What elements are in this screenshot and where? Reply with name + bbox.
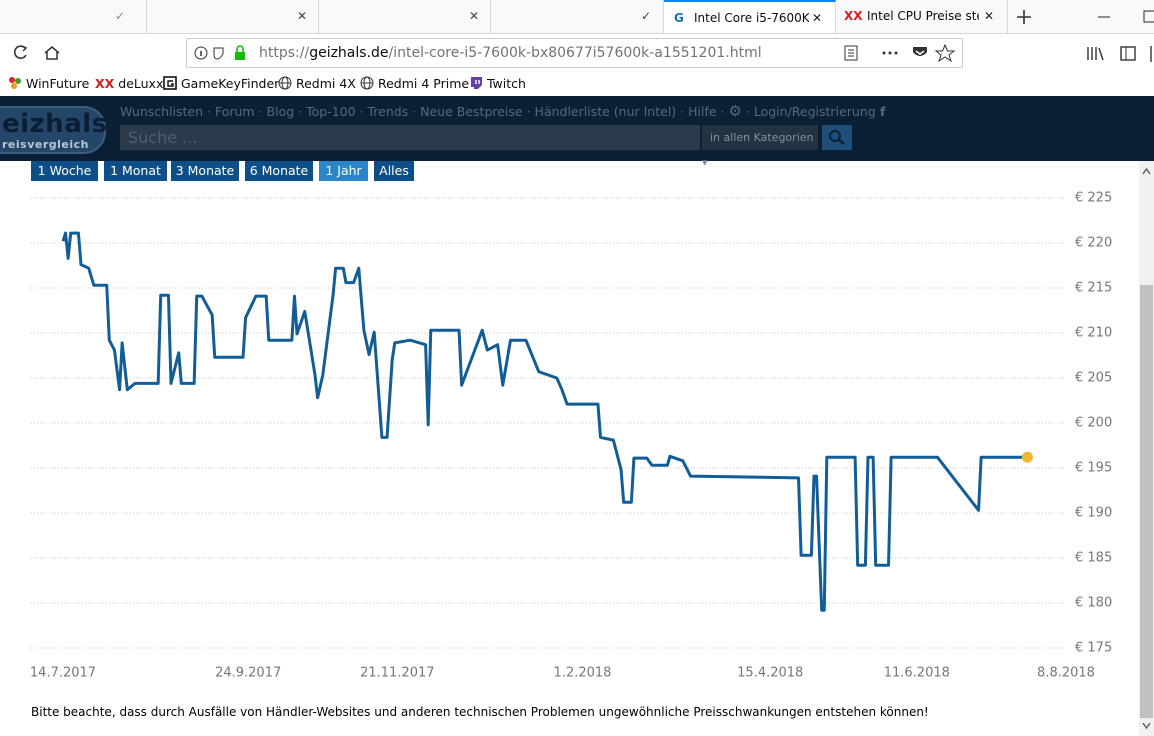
y-tick-label: € 195 <box>1075 461 1112 476</box>
new-tab-button[interactable] <box>1012 6 1036 28</box>
bookmark-label: Twitch <box>486 76 526 91</box>
facebook-icon[interactable]: f <box>875 104 886 119</box>
bookmark[interactable]: XX deLuxx <box>95 76 164 91</box>
range-button[interactable]: 3 Monate <box>171 161 239 181</box>
y-tick-label: € 175 <box>1075 641 1112 656</box>
separator: · <box>676 104 689 119</box>
y-tick-label: € 180 <box>1075 596 1112 611</box>
url-host: geizhals.de <box>309 45 389 61</box>
separator: · <box>716 104 729 119</box>
tab[interactable]: ✕ <box>319 0 491 33</box>
nav-link[interactable]: Händlerliste (nur Intel) <box>534 104 677 119</box>
toolbar-icons[interactable] <box>1085 44 1154 64</box>
bookmark[interactable]: Redmi 4 Prime <box>360 76 469 92</box>
price-line <box>61 231 1028 612</box>
x-tick-label: 14.7.2017 <box>30 666 96 681</box>
nav-link[interactable]: Wunschlisten <box>120 104 204 119</box>
login-link[interactable]: Login/Registrierung <box>753 104 876 119</box>
tab[interactable]: ✓ <box>0 0 147 33</box>
category-select[interactable]: in allen Kategorien ▾ <box>702 125 818 169</box>
y-tick-label: € 220 <box>1075 236 1112 251</box>
bookmark[interactable]: GameKeyFinder <box>163 76 279 92</box>
bookmark[interactable]: WinFuture <box>8 76 89 92</box>
tab-bar: ✓ ✕ ✕ ✓ G Intel Core i5-7600K, 4 ✕ XX In… <box>0 0 1154 34</box>
bookmarks-bar: WinFuture XX deLuxx GameKeyFinder Redmi … <box>0 72 1154 96</box>
tab[interactable]: ✕ <box>147 0 319 33</box>
separator: · <box>741 104 754 119</box>
y-tick-label: € 185 <box>1075 551 1112 566</box>
site-header: eizhals reisvergleich Wunschlisten · For… <box>0 96 1154 169</box>
x-tick-label: 11.6.2018 <box>884 666 950 681</box>
logo[interactable]: eizhals reisvergleich <box>0 106 108 154</box>
bookmark[interactable]: Twitch <box>469 76 526 92</box>
tab[interactable]: ✓ <box>491 0 664 33</box>
tab-title: Intel Core i5-7600K, 4 <box>694 11 809 25</box>
y-tick-label: € 210 <box>1075 326 1112 341</box>
logo-subtext: reisvergleich <box>2 138 89 151</box>
nav-link[interactable]: Trends <box>367 104 409 119</box>
separator: · <box>355 104 368 119</box>
bookmark[interactable]: Redmi 4X <box>278 76 356 92</box>
url-icons <box>194 45 245 60</box>
current-price-marker <box>1021 451 1033 463</box>
y-tick-label: € 190 <box>1075 506 1112 521</box>
separator: · <box>522 104 535 119</box>
separator: · <box>203 104 215 119</box>
nav-link[interactable]: Blog <box>266 104 295 119</box>
tab-title: Intel CPU Preise steig <box>867 9 979 23</box>
logo-text: eizhals <box>2 109 108 139</box>
nav-bar: https://geizhals.de/intel-core-i5-7600k-… <box>0 34 1154 72</box>
separator: · <box>254 104 267 119</box>
x-tick-label: 15.4.2018 <box>737 666 803 681</box>
range-button[interactable]: 1 Woche <box>31 161 98 181</box>
x-tick-label: 8.8.2018 <box>1037 666 1095 681</box>
site-nav: Wunschlisten · Forum · Blog · Top-100 · … <box>120 102 885 120</box>
range-button[interactable]: 1 Jahr <box>319 161 368 181</box>
x-tick-label: 24.9.2017 <box>215 666 281 681</box>
url-actions[interactable] <box>842 44 957 62</box>
url-bar[interactable]: https://geizhals.de/intel-core-i5-7600k-… <box>186 38 963 68</box>
x-tick-label: 21.11.2017 <box>360 666 434 681</box>
separator: · <box>408 104 421 119</box>
settings-icon[interactable]: ⚙ <box>728 102 742 120</box>
bookmark-label: Redmi 4X <box>295 76 356 91</box>
range-button[interactable]: 1 Monat <box>104 161 167 181</box>
window-controls[interactable] <box>1090 6 1154 28</box>
tab[interactable]: XX Intel CPU Preise steig ✕ <box>836 0 1008 33</box>
footnote: Bitte beachte, dass durch Ausfälle von H… <box>31 705 929 719</box>
search-placeholder: Suche ... <box>128 128 198 147</box>
bookmark-label: WinFuture <box>25 76 90 91</box>
tab-active[interactable]: G Intel Core i5-7600K, 4 ✕ <box>664 0 836 33</box>
search-button[interactable] <box>822 125 852 150</box>
y-tick-label: € 200 <box>1075 416 1112 431</box>
x-tick-label: 1.2.2018 <box>554 666 612 681</box>
nav-buttons[interactable] <box>8 42 68 64</box>
scrollbar[interactable] <box>1139 161 1154 736</box>
category-label: in allen Kategorien <box>710 131 814 144</box>
range-button[interactable]: Alles <box>374 161 414 181</box>
bookmark-label: GameKeyFinder <box>180 76 280 91</box>
nav-link[interactable]: Hilfe <box>688 104 717 119</box>
y-tick-label: € 215 <box>1075 281 1112 296</box>
separator: · <box>294 104 307 119</box>
url-path: /intel-core-i5-7600k-bx80677i57600k-a155… <box>388 45 762 61</box>
price-chart: € 175 € 180 € 185 € 190 € 195 € 200 € 205 € 210… <box>30 191 1112 681</box>
search-input[interactable]: Suche ... <box>120 125 700 150</box>
bookmark-label: deLuxx <box>118 76 164 91</box>
nav-link[interactable]: Neue Bestpreise <box>420 104 523 119</box>
nav-link[interactable]: Forum <box>214 104 255 119</box>
y-tick-label: € 225 <box>1075 191 1112 206</box>
url-scheme: https:// <box>259 45 310 61</box>
nav-link[interactable]: Top-100 <box>306 104 356 119</box>
y-tick-label: € 205 <box>1075 371 1112 386</box>
bookmark-label: Redmi 4 Prime <box>377 76 470 91</box>
range-button[interactable]: 6 Monate <box>245 161 313 181</box>
